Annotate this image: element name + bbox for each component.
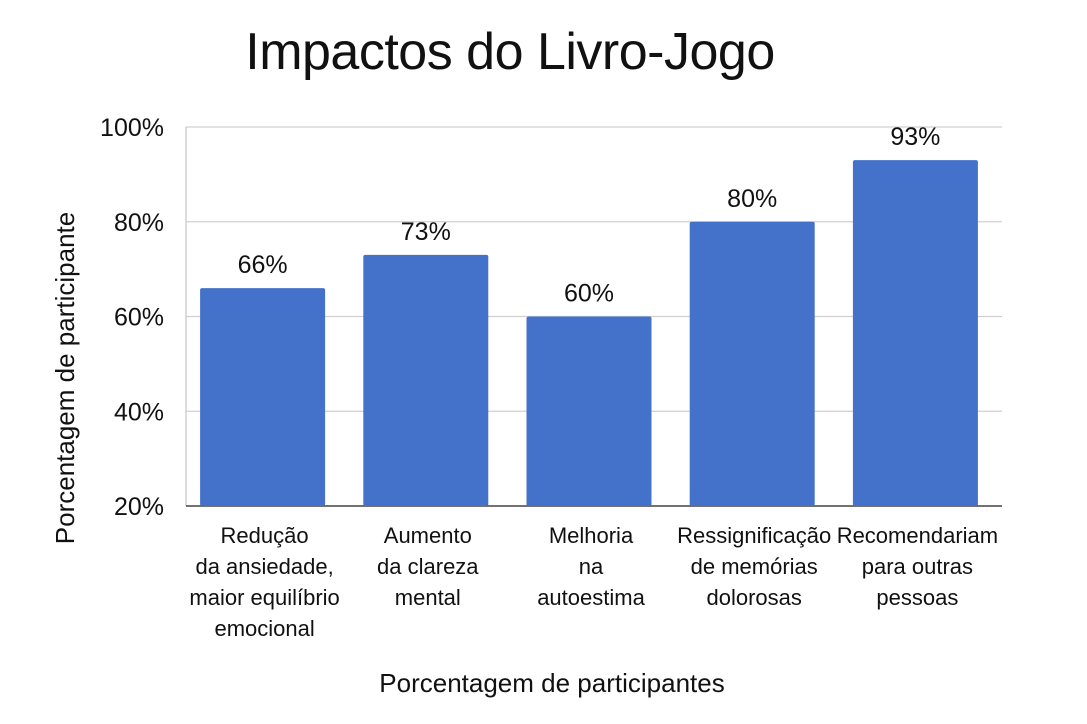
x-tick-label-line: Recomendariam [837,523,998,548]
y-axis-ticks: 20% 40% 60% 80% 100% [100,114,164,521]
x-tick-label-line: autoestima [537,585,645,610]
x-tick-label-line: para outras [862,554,973,579]
x-tick-label-line: dolorosas [707,585,802,610]
bar-value-label: 60% [564,280,614,308]
y-tick-label: 100% [100,114,164,142]
bar [689,221,815,506]
x-tick-label-line: na [579,554,604,579]
x-tick-label-line: da clareza [377,554,479,579]
x-tick-label-line: Ressignificação [677,523,831,548]
bar [363,254,489,506]
bar-value-label: 80% [727,185,777,213]
x-tick-label-line: Melhoria [549,523,634,548]
y-axis-title: Porcentagem de participante [50,212,80,544]
x-tick-label-line: Redução [221,523,309,548]
y-tick-label: 60% [114,304,164,332]
x-axis-categories: Redução da ansiedade, maior equilíbrio emoc… [189,523,998,641]
bar-value-label: 93% [890,123,940,151]
data-labels: 66% 73% 60% 80% 93% [238,123,941,307]
x-tick-label: Redução da ansiedade, maior equilíbrio emoc… [189,523,339,641]
bar-value-label: 66% [238,251,288,279]
x-tick-label-line: de memórias [691,554,818,579]
chart-title: Impactos do Livro-Jogo [245,23,775,81]
y-tick-label: 80% [114,209,164,237]
x-tick-label-line: Aumento [384,523,472,548]
bar-value-label: 73% [401,218,451,246]
x-tick-label: Aumento da clareza mental [377,523,479,610]
x-tick-label-line: pessoas [876,585,958,610]
y-tick-label: 40% [114,398,164,426]
x-tick-label-line: maior equilíbrio [189,585,339,610]
bar [526,316,652,506]
x-tick-label-line: mental [395,585,461,610]
bars [200,160,978,506]
x-tick-label-line: da ansiedade, [195,554,333,579]
bar [200,288,326,506]
x-tick-label-line: emocional [214,616,314,641]
x-tick-label: Ressignificação de memórias dolorosas [677,523,831,610]
x-tick-label: Melhoria na autoestima [537,523,645,610]
y-tick-label: 20% [114,493,164,521]
x-axis-title: Porcentagem de participantes [379,668,724,698]
bar [852,160,978,506]
x-tick-label: Recomendariam para outras pessoas [837,523,998,610]
